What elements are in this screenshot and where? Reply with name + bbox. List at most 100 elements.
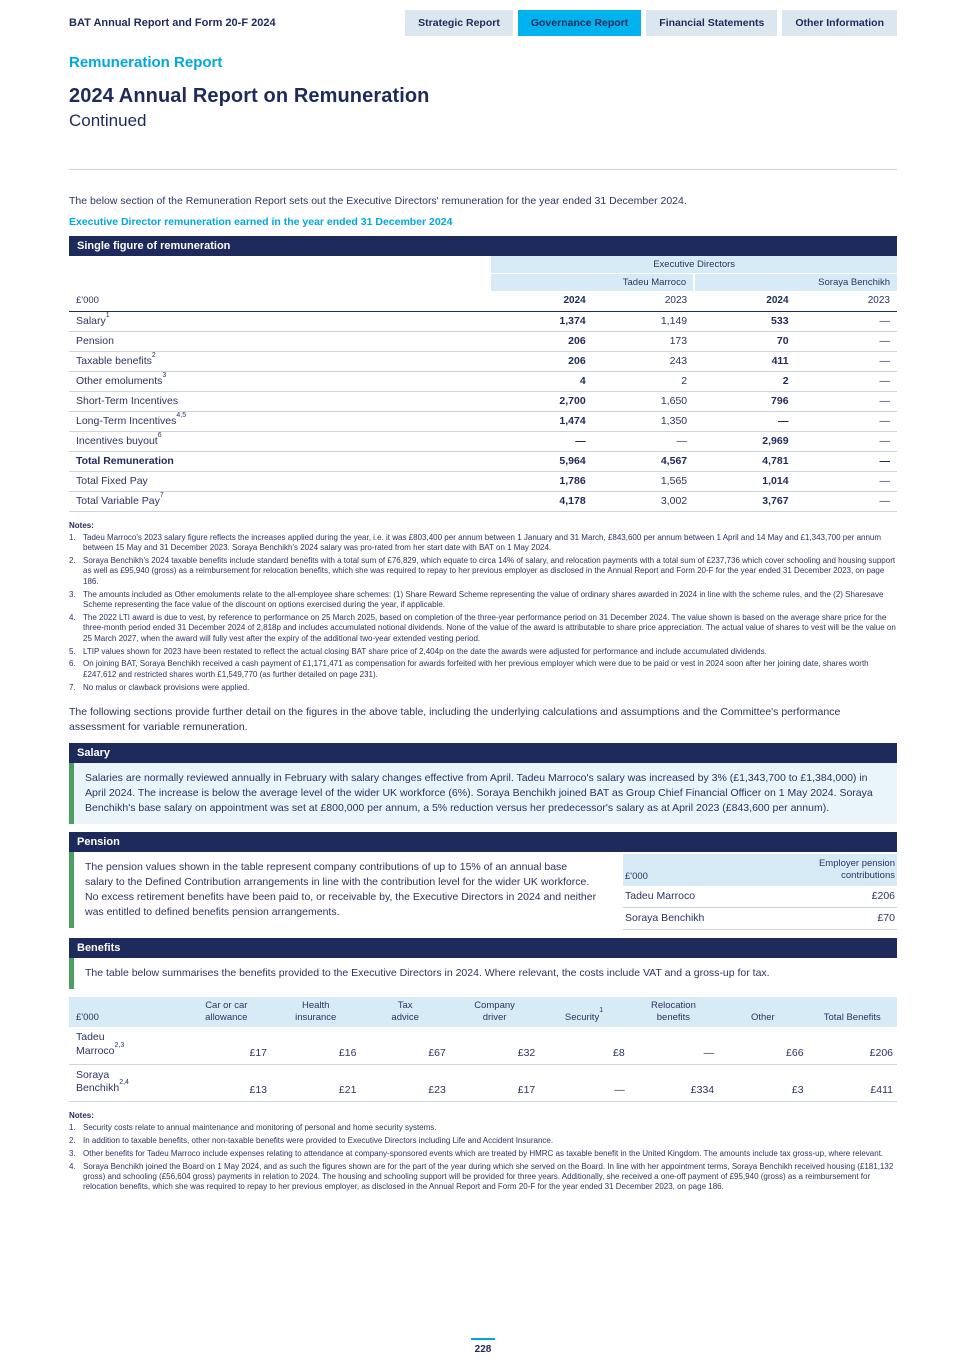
person-name-text: Soraya Benchikh2,4	[76, 1069, 129, 1095]
cell-value: —	[628, 1027, 719, 1065]
person-header-soraya-benchikh: Soraya Benchikh	[693, 273, 897, 291]
cell-value: 411	[694, 351, 796, 372]
cell-value: 3,767	[694, 491, 796, 512]
cell-value: —	[592, 431, 695, 452]
cell-value: —	[539, 1064, 629, 1103]
cell-value: 2	[592, 371, 695, 392]
row-label: Short-Term Incentives	[69, 391, 492, 412]
column-header-text: Relocation benefits	[650, 999, 696, 1023]
cell-value: 243	[592, 351, 695, 372]
cell-value: —	[795, 311, 897, 332]
single-figure-section-title: Single figure of remuneration	[77, 239, 231, 252]
column-header-text: Total Benefits	[823, 1011, 881, 1023]
note-number: 2.	[69, 555, 76, 565]
note-item: 2. Soraya Benchikh's 2024 taxable benefit…	[69, 556, 897, 587]
footnote-marker: 7	[159, 491, 164, 499]
row-label-text: Pension	[76, 335, 114, 348]
pension-text-box: The pension values shown in the table re…	[69, 851, 609, 928]
year-header-2023: 2023	[795, 290, 897, 312]
cell-value: 1,014	[694, 471, 796, 492]
footnote-marker: 1	[599, 1007, 604, 1015]
note-text: The 2022 LTI award is due to vest, by re…	[83, 612, 896, 643]
footnote-marker: 2,4	[119, 1078, 129, 1086]
section-kicker: Remuneration Report	[69, 54, 223, 71]
benefits-header-row: £'000 Car or car allowance Health insura…	[69, 996, 897, 1028]
benefits-table: £'000 Car or car allowance Health insura…	[69, 996, 897, 1103]
intro-subheading: Executive Director remuneration earned i…	[69, 215, 453, 228]
column-header-company-driver: Company driver	[449, 996, 540, 1028]
note-item: 4. The 2022 LTI award is due to vest, by …	[69, 613, 897, 644]
column-header-other: Other	[718, 996, 808, 1028]
pension-table-header-row: £'000 Employer pension contributions	[623, 853, 897, 886]
note-number: 7.	[69, 682, 76, 692]
cell-value: 1,650	[592, 391, 695, 412]
note-number: 5.	[69, 646, 76, 656]
top-bar: BAT Annual Report and Form 20-F 2024 Str…	[69, 10, 897, 36]
pension-section-bar: Pension	[69, 831, 897, 852]
cell-value: £411	[807, 1064, 897, 1103]
cell-value: —	[795, 451, 897, 472]
page-number: 228	[474, 1344, 492, 1355]
row-label-text: Total Remuneration	[76, 455, 174, 468]
empty-cell	[69, 273, 491, 291]
cell-value: 4,178	[491, 491, 593, 512]
cell-value: £17	[181, 1027, 272, 1065]
footnote-marker: 2	[151, 351, 156, 359]
cell-value: £32	[449, 1027, 540, 1065]
tab-governance-report[interactable]: Governance Report	[517, 10, 642, 36]
currency-unit-label: £'000	[69, 996, 182, 1028]
cell-value: —	[795, 351, 897, 372]
table-row-long-term-incentives: Long-Term Incentives4,5 1,474 1,350 — —	[69, 411, 897, 432]
pension-table: £'000 Employer pension contributions Tad…	[623, 853, 897, 930]
cell-value: 2,700	[491, 391, 593, 412]
row-label-text: Short-Term Incentives	[76, 395, 179, 408]
note-number: 3.	[69, 589, 76, 599]
tab-financial-statements[interactable]: Financial Statements	[646, 10, 778, 36]
contribution-value: £206	[781, 885, 897, 908]
cell-value: 1,474	[491, 411, 593, 432]
row-label-text: Long-Term Incentives	[76, 415, 177, 428]
cell-value: £8	[539, 1027, 629, 1065]
column-header-text: Health insurance	[295, 999, 337, 1023]
report-brand: BAT Annual Report and Form 20-F 2024	[69, 17, 276, 29]
note-text: Other benefits for Tadeu Marroco include…	[83, 1148, 884, 1158]
footnote-marker: 3	[162, 371, 167, 379]
cell-value: 1,149	[592, 311, 695, 332]
cell-value: £206	[807, 1027, 897, 1065]
cell-value: —	[795, 371, 897, 392]
footer-accent-rule	[471, 1338, 495, 1340]
person-name: Tadeu Marroco	[623, 885, 781, 908]
cell-value: 796	[694, 391, 796, 412]
note-text: Soraya Benchikh's 2024 taxable benefits …	[83, 555, 896, 586]
currency-unit-label: £'000	[69, 290, 492, 312]
column-header-car-allowance: Car or car allowance	[181, 996, 272, 1028]
note-item: 1. Tadeu Marroco's 2023 salary figure ref…	[69, 533, 897, 554]
cell-value: —	[694, 411, 796, 432]
column-header-tax-advice: Tax advice	[360, 996, 450, 1028]
tab-strategic-report[interactable]: Strategic Report	[405, 10, 513, 36]
note-number: 1.	[69, 1123, 76, 1133]
divider-rule	[69, 169, 897, 170]
group-header-row: Executive Directors	[69, 255, 897, 274]
note-text: The amounts included as Other emoluments…	[83, 589, 884, 610]
tab-other-information[interactable]: Other Information	[782, 10, 897, 36]
cell-value: £66	[718, 1027, 808, 1065]
column-header-text: Tax advice	[391, 999, 419, 1023]
cell-value: 206	[491, 351, 593, 372]
row-label: Total Variable Pay7	[69, 491, 492, 512]
person-header-row: Tadeu Marroco Soraya Benchikh	[69, 273, 897, 291]
person-header-tadeu-marroco: Tadeu Marroco	[491, 273, 695, 291]
page-footer: 228	[0, 1338, 966, 1355]
benefits-section-bar: Benefits	[69, 937, 897, 958]
note-text: LTIP values shown for 2023 have been res…	[83, 646, 767, 656]
cell-value: —	[795, 411, 897, 432]
person-name: Soraya Benchikh2,4	[69, 1064, 182, 1103]
column-header-text: Security	[564, 1011, 600, 1023]
row-label: Pension	[69, 331, 492, 352]
cell-value: 5,964	[491, 451, 593, 472]
note-item: 6. On joining BAT, Soraya Benchikh receiv…	[69, 659, 897, 680]
person-name-inner: Tadeu Marroco	[76, 1031, 115, 1058]
cell-value: 533	[694, 311, 796, 332]
single-figure-section-bar: Single figure of remuneration	[69, 235, 897, 256]
table-row-total-remuneration: Total Remuneration 5,964 4,567 4,781 —	[69, 451, 897, 472]
